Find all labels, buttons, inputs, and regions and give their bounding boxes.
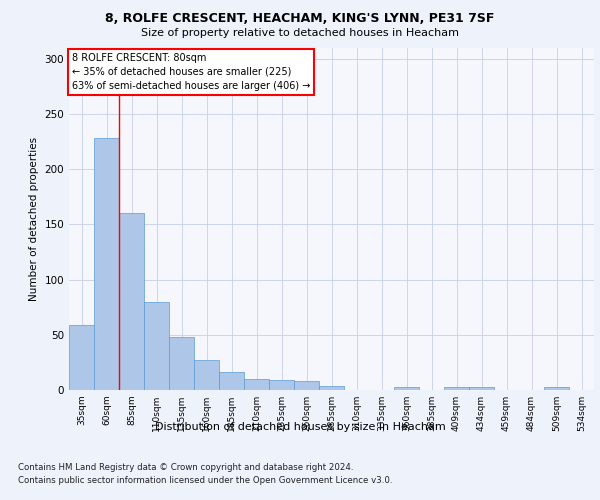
Bar xyxy=(444,386,469,390)
Bar xyxy=(94,138,119,390)
Bar xyxy=(69,325,94,390)
Text: Size of property relative to detached houses in Heacham: Size of property relative to detached ho… xyxy=(141,28,459,38)
Bar xyxy=(294,381,319,390)
Text: Contains public sector information licensed under the Open Government Licence v3: Contains public sector information licen… xyxy=(18,476,392,485)
Text: 8 ROLFE CRESCENT: 80sqm
← 35% of detached houses are smaller (225)
63% of semi-d: 8 ROLFE CRESCENT: 80sqm ← 35% of detache… xyxy=(71,52,310,90)
Y-axis label: Number of detached properties: Number of detached properties xyxy=(29,136,39,301)
Text: Distribution of detached houses by size in Heacham: Distribution of detached houses by size … xyxy=(155,422,445,432)
Text: 8, ROLFE CRESCENT, HEACHAM, KING'S LYNN, PE31 7SF: 8, ROLFE CRESCENT, HEACHAM, KING'S LYNN,… xyxy=(106,12,494,26)
Bar xyxy=(269,380,294,390)
Bar xyxy=(144,302,169,390)
Text: Contains HM Land Registry data © Crown copyright and database right 2024.: Contains HM Land Registry data © Crown c… xyxy=(18,462,353,471)
Bar xyxy=(319,386,344,390)
Bar xyxy=(194,360,219,390)
Bar xyxy=(169,337,194,390)
Bar xyxy=(394,386,419,390)
Bar xyxy=(244,379,269,390)
Bar xyxy=(219,372,244,390)
Bar xyxy=(544,386,569,390)
Bar xyxy=(119,213,144,390)
Bar xyxy=(469,386,494,390)
